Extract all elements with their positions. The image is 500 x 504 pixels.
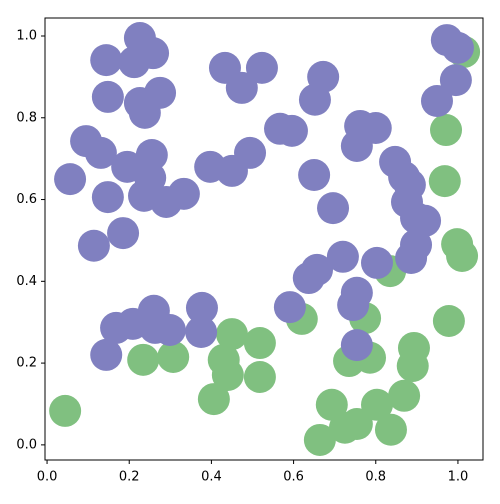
point <box>49 394 82 427</box>
point <box>137 294 170 327</box>
y-tick-label: 0.0 <box>16 437 37 452</box>
point <box>167 177 200 210</box>
point <box>245 51 278 84</box>
point <box>185 316 218 349</box>
point <box>388 379 421 412</box>
point <box>420 85 453 118</box>
point <box>430 114 463 147</box>
y-tick-label: 0.2 <box>16 356 37 371</box>
point <box>409 204 442 237</box>
point <box>91 80 124 113</box>
plot-area <box>49 22 481 456</box>
point <box>439 64 472 97</box>
point <box>275 114 308 147</box>
point <box>374 413 407 446</box>
point <box>446 239 479 272</box>
point <box>197 383 230 416</box>
point <box>84 136 117 169</box>
point <box>77 229 110 262</box>
point <box>292 262 325 295</box>
point <box>243 360 276 393</box>
x-tick-label: 1.0 <box>448 470 469 485</box>
point <box>340 329 373 362</box>
point <box>107 217 140 250</box>
point <box>90 44 123 77</box>
point <box>317 192 350 225</box>
point <box>90 338 123 371</box>
y-tick-label: 1.0 <box>16 28 37 43</box>
point <box>243 327 276 360</box>
point <box>441 31 474 64</box>
y-tick-label: 0.8 <box>16 110 37 125</box>
point <box>298 83 331 116</box>
point <box>337 289 370 322</box>
point <box>273 291 306 324</box>
y-tick-label: 0.6 <box>16 192 37 207</box>
x-tick-label: 0.6 <box>283 470 304 485</box>
point <box>298 159 331 192</box>
point <box>397 331 430 364</box>
point <box>303 423 336 456</box>
point <box>127 343 160 376</box>
point <box>157 340 190 373</box>
point <box>360 388 393 421</box>
point <box>326 240 359 273</box>
point <box>54 163 87 196</box>
x-tick-label: 0.0 <box>37 470 58 485</box>
point <box>118 46 151 79</box>
point <box>100 311 133 344</box>
point <box>360 246 393 279</box>
point <box>144 76 177 109</box>
point <box>359 111 392 144</box>
point <box>225 71 258 104</box>
y-tick-label: 0.4 <box>16 274 37 289</box>
point <box>135 138 168 171</box>
point <box>91 181 124 214</box>
point <box>340 408 373 441</box>
point <box>428 165 461 198</box>
point <box>234 136 267 169</box>
point <box>215 318 248 351</box>
x-tick-label: 0.8 <box>365 470 386 485</box>
point <box>185 291 218 324</box>
x-tick-label: 0.4 <box>201 470 222 485</box>
x-tick-label: 0.2 <box>119 470 140 485</box>
point <box>211 358 244 391</box>
axes-frame <box>44 17 484 461</box>
point <box>395 242 428 275</box>
point <box>432 304 465 337</box>
